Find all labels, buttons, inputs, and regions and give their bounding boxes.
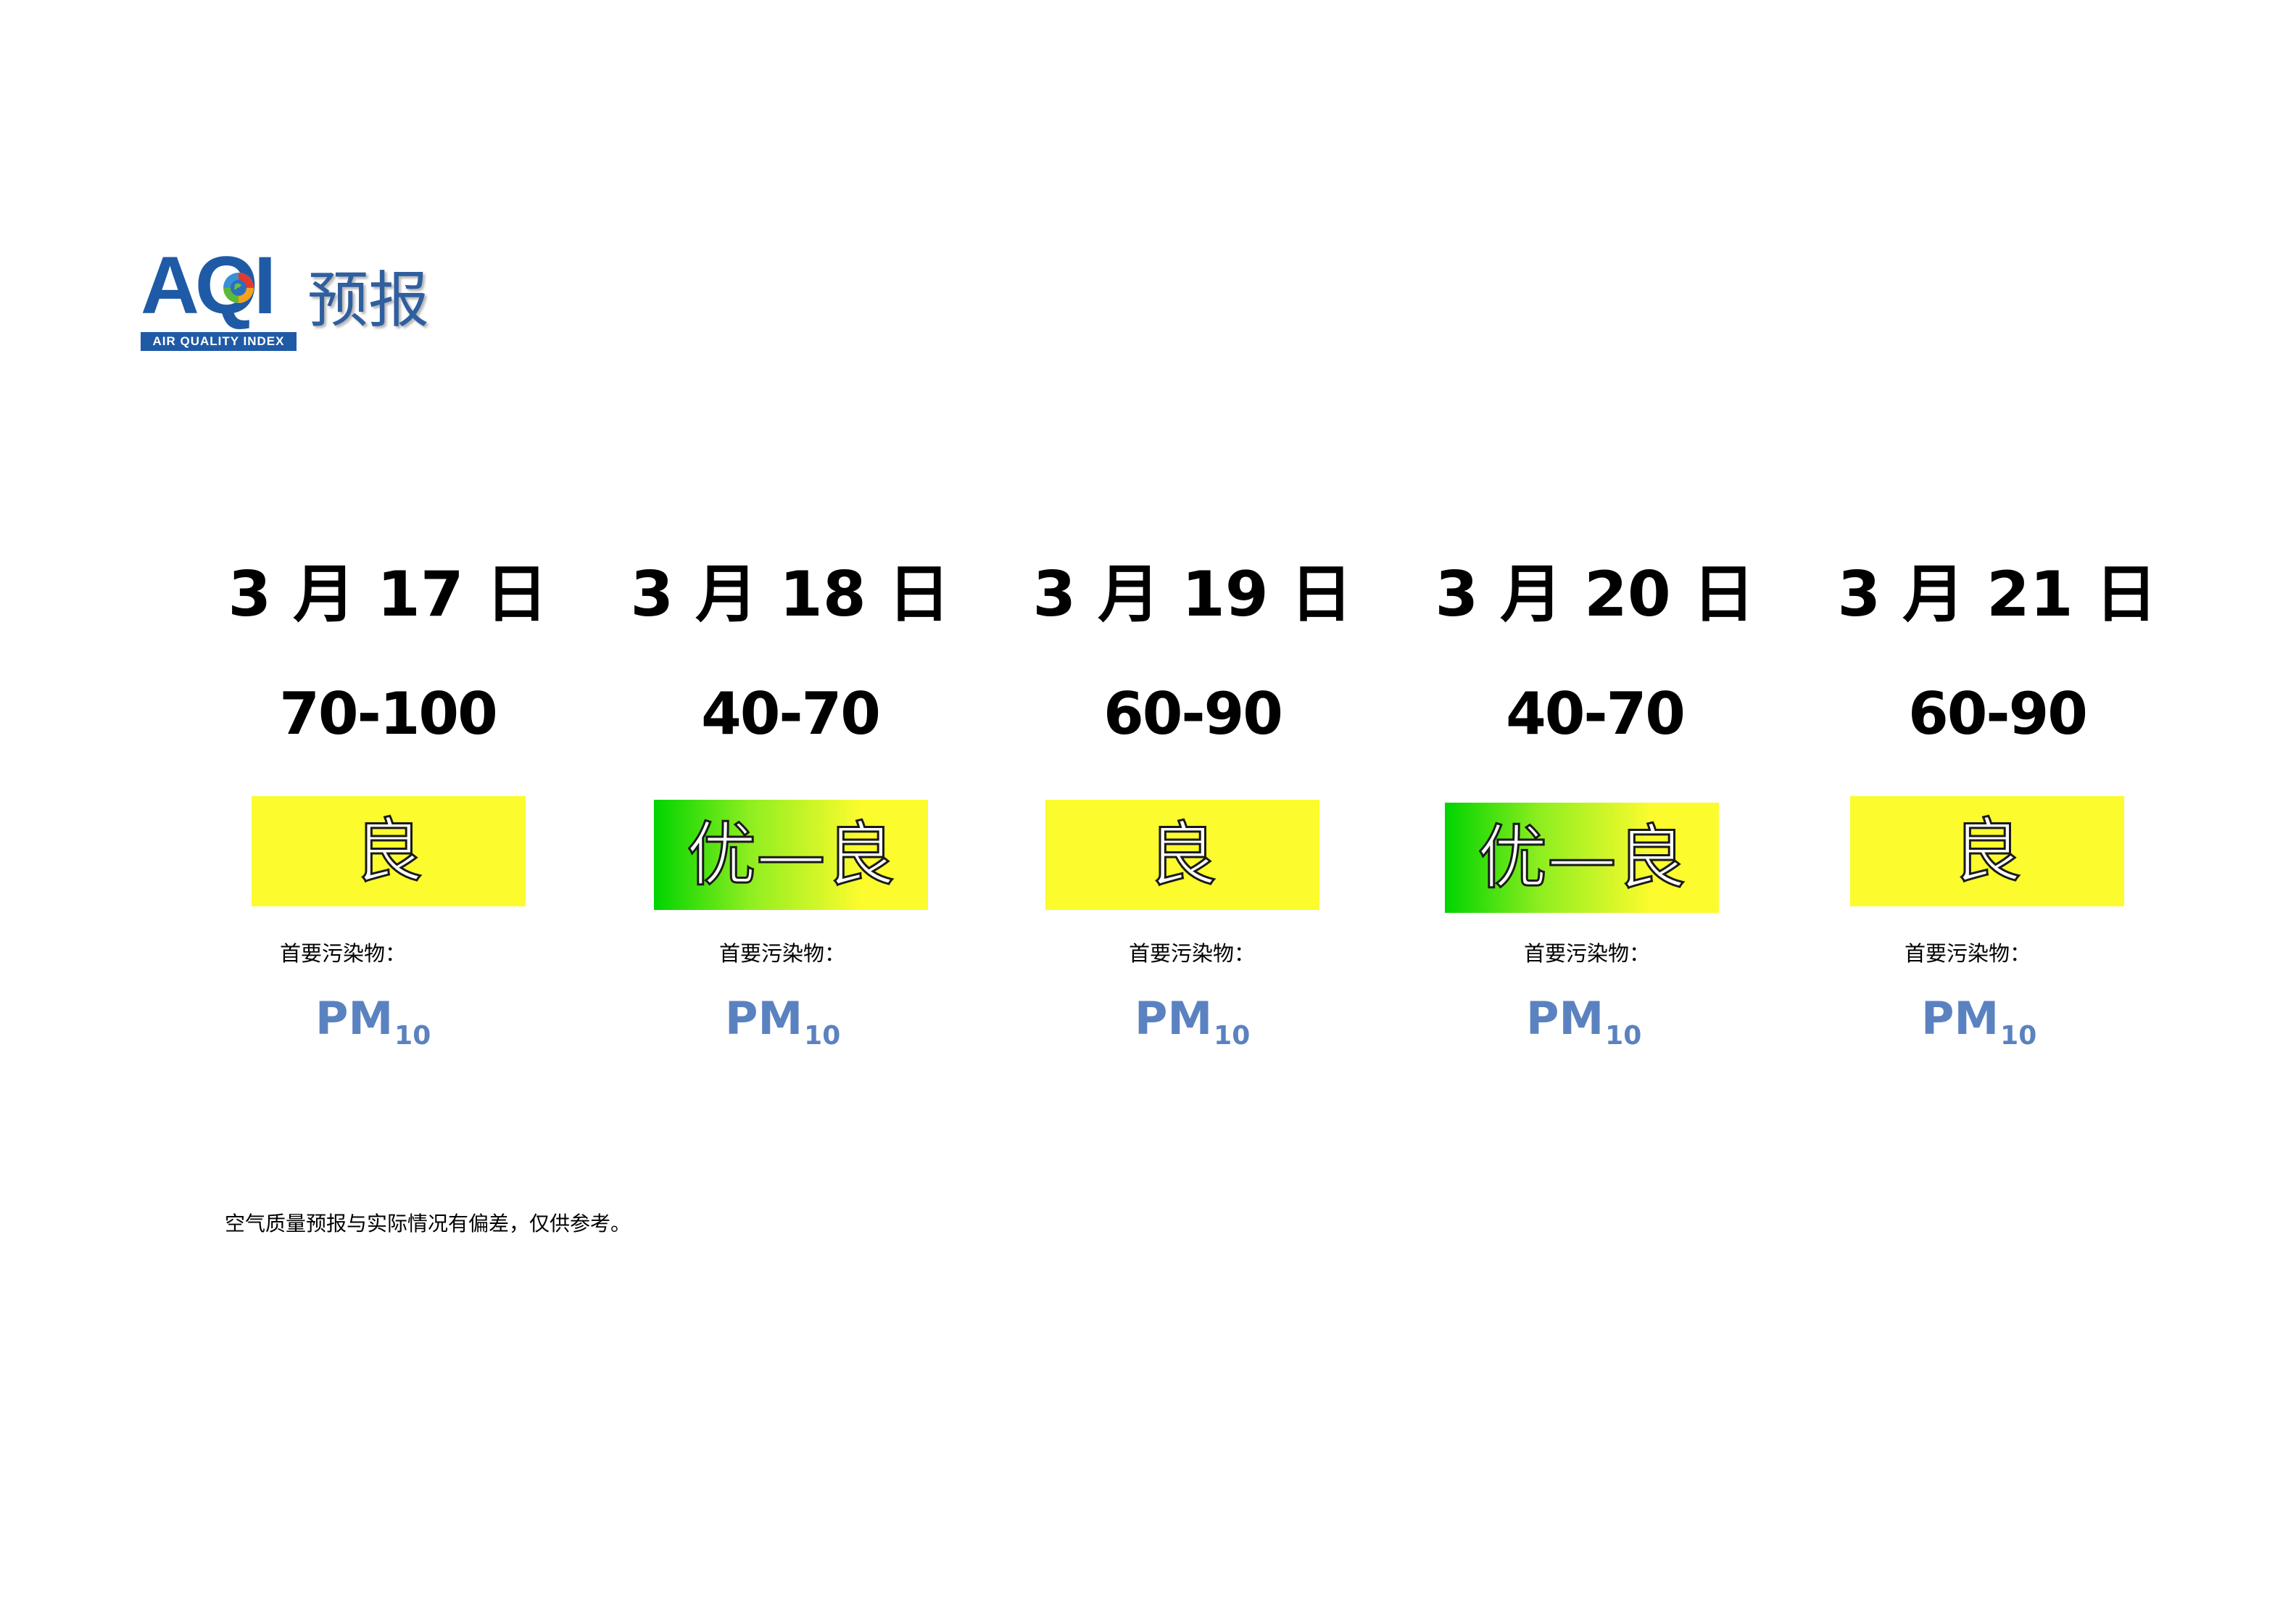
forecast-day-2: 3 月 18 日 40-70 优—良 首要污染物： PM10	[602, 551, 979, 1059]
forecast-date: 3 月 18 日	[630, 558, 950, 631]
primary-pollutant-value: PM10	[1921, 990, 2036, 1065]
forecast-day-5: 3 月 21 日 60-90 良 首要污染物： PM10	[1809, 551, 2186, 1059]
primary-pollutant-value: PM10	[725, 990, 840, 1065]
air-quality-level-badge: 良	[252, 796, 526, 906]
primary-pollutant-label: 首要污染物：	[1524, 941, 1651, 966]
primary-pollutant-label: 首要污染物：	[719, 941, 846, 966]
pollutant-name: PM	[725, 992, 803, 1045]
primary-pollutant-value: PM10	[1526, 990, 1641, 1065]
aqi-logo: AQI AIR QUALITY INDEX 预报	[141, 245, 452, 357]
forecast-date: 3 月 20 日	[1435, 558, 1755, 631]
pollutant-name: PM	[315, 992, 394, 1045]
forecast-date: 3 月 17 日	[228, 558, 548, 631]
air-quality-level-badge: 良	[1045, 800, 1319, 910]
pollutant-subscript: 10	[1214, 1021, 1251, 1051]
disclaimer-note: 空气质量预报与实际情况有偏差，仅供参考。	[225, 1212, 631, 1236]
logo-subtitle: AIR QUALITY INDEX	[141, 332, 297, 351]
aqi-logo-mark: AQI AIR QUALITY INDEX	[141, 245, 297, 351]
pollutant-name: PM	[1526, 992, 1604, 1045]
forecast-day-4: 3 月 20 日 40-70 优—良 首要污染物： PM10	[1406, 551, 1783, 1059]
aqi-range: 60-90	[1103, 680, 1283, 748]
pollutant-name: PM	[1921, 992, 1999, 1045]
page-title: 预报	[307, 265, 430, 336]
globe-icon	[223, 273, 254, 303]
forecast-day-3: 3 月 19 日 60-90 良 首要污染物： PM10	[1004, 551, 1381, 1059]
aqi-range: 60-90	[1908, 680, 2088, 748]
primary-pollutant-label: 首要污染物：	[1905, 941, 2031, 966]
aqi-range: 40-70	[701, 680, 881, 748]
forecast-date: 3 月 19 日	[1032, 558, 1353, 631]
primary-pollutant-label: 首要污染物：	[280, 941, 407, 966]
primary-pollutant-label: 首要污染物：	[1129, 941, 1256, 966]
air-quality-level-badge: 优—良	[654, 800, 928, 910]
aqi-range: 40-70	[1506, 680, 1686, 748]
primary-pollutant-value: PM10	[315, 990, 431, 1065]
primary-pollutant-value: PM10	[1135, 990, 1250, 1065]
logo-letters: AQI	[141, 240, 276, 331]
forecast-day-1: 3 月 17 日 70-100 良 首要污染物： PM10	[199, 551, 576, 1059]
pollutant-subscript: 10	[394, 1021, 431, 1051]
air-quality-level-badge: 良	[1850, 796, 2124, 906]
forecast-date: 3 月 21 日	[1837, 558, 2158, 631]
air-quality-level-badge: 优—良	[1445, 803, 1719, 913]
pollutant-subscript: 10	[1605, 1021, 1642, 1051]
aqi-range: 70-100	[279, 680, 498, 748]
pollutant-subscript: 10	[804, 1021, 841, 1051]
pollutant-subscript: 10	[2000, 1021, 2037, 1051]
pollutant-name: PM	[1135, 992, 1213, 1045]
